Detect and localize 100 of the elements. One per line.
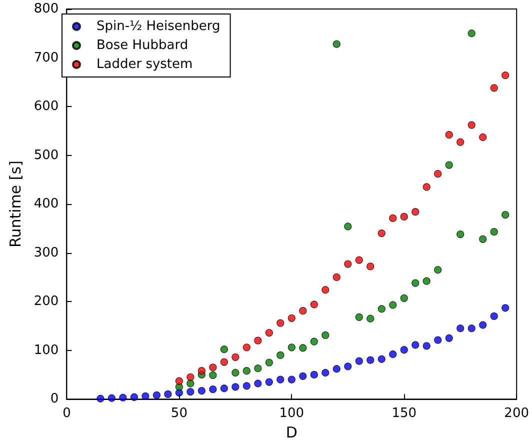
point bbox=[468, 324, 476, 332]
point bbox=[198, 367, 206, 375]
point bbox=[412, 208, 420, 216]
point bbox=[130, 393, 138, 401]
point bbox=[332, 273, 340, 281]
point bbox=[502, 72, 510, 80]
point bbox=[490, 228, 498, 236]
point bbox=[389, 350, 397, 358]
point bbox=[232, 368, 240, 377]
point bbox=[400, 294, 408, 302]
point bbox=[456, 230, 464, 238]
point bbox=[220, 346, 228, 354]
point bbox=[288, 344, 296, 352]
point bbox=[378, 355, 386, 363]
point bbox=[96, 394, 104, 402]
point bbox=[378, 230, 386, 238]
point bbox=[445, 131, 453, 139]
point bbox=[344, 222, 352, 230]
point bbox=[276, 319, 284, 327]
point bbox=[299, 307, 307, 315]
point bbox=[502, 210, 510, 219]
x-tick-label: 100 bbox=[279, 406, 304, 422]
point bbox=[468, 121, 476, 129]
point bbox=[434, 170, 442, 178]
point bbox=[254, 336, 262, 344]
point bbox=[232, 353, 240, 361]
x-tick-label: 200 bbox=[504, 406, 530, 422]
point bbox=[265, 358, 273, 366]
x-tick-label: 0 bbox=[62, 406, 71, 422]
y-tick-label: 400 bbox=[34, 196, 59, 212]
point bbox=[344, 260, 352, 268]
point bbox=[299, 344, 307, 352]
point bbox=[445, 334, 453, 342]
point bbox=[232, 383, 240, 391]
point bbox=[322, 368, 330, 377]
y-tick-label: 800 bbox=[34, 2, 59, 16]
point bbox=[242, 367, 250, 375]
point bbox=[366, 356, 374, 364]
point bbox=[355, 313, 363, 321]
point bbox=[389, 301, 397, 309]
x-tick-label: 150 bbox=[392, 406, 417, 422]
point bbox=[322, 331, 330, 340]
y-axis-title: Runtime [s] bbox=[6, 160, 24, 248]
point bbox=[389, 214, 397, 222]
point bbox=[332, 40, 340, 48]
point bbox=[209, 371, 217, 380]
point bbox=[276, 351, 284, 360]
point bbox=[265, 328, 273, 337]
point bbox=[422, 183, 430, 191]
y-tick-label: 100 bbox=[34, 342, 59, 358]
point bbox=[299, 372, 307, 380]
point bbox=[142, 392, 150, 400]
point bbox=[242, 382, 250, 390]
point bbox=[164, 390, 172, 398]
point bbox=[332, 365, 340, 373]
point bbox=[288, 314, 296, 322]
point bbox=[412, 279, 420, 287]
point bbox=[490, 84, 498, 92]
point bbox=[479, 133, 487, 142]
point bbox=[479, 321, 487, 329]
point bbox=[310, 338, 318, 346]
point bbox=[198, 387, 206, 395]
point bbox=[108, 394, 116, 402]
point bbox=[344, 362, 352, 370]
point bbox=[445, 161, 453, 169]
point bbox=[400, 212, 408, 221]
y-tick-label: 600 bbox=[34, 99, 59, 114]
point bbox=[322, 286, 330, 294]
point bbox=[288, 376, 296, 384]
point bbox=[276, 376, 284, 384]
point bbox=[265, 378, 273, 386]
point bbox=[310, 370, 318, 379]
point bbox=[434, 336, 442, 344]
point bbox=[209, 386, 217, 394]
point bbox=[254, 380, 262, 388]
point bbox=[400, 346, 408, 354]
point bbox=[422, 342, 430, 350]
x-tick-label: 50 bbox=[170, 406, 188, 422]
point bbox=[220, 358, 228, 366]
point bbox=[490, 312, 498, 320]
y-tick-label: 0 bbox=[50, 392, 59, 407]
point bbox=[366, 262, 374, 270]
point bbox=[502, 304, 510, 312]
point bbox=[412, 341, 420, 349]
point bbox=[355, 357, 363, 365]
point bbox=[186, 388, 194, 396]
point bbox=[119, 394, 127, 402]
point bbox=[479, 235, 487, 243]
point bbox=[242, 344, 250, 352]
point bbox=[175, 377, 183, 385]
point bbox=[152, 391, 160, 399]
point bbox=[422, 277, 430, 285]
point bbox=[468, 30, 476, 38]
y-tick-label: 700 bbox=[34, 50, 59, 66]
point bbox=[186, 373, 194, 381]
y-tick-label: 500 bbox=[34, 148, 59, 163]
point bbox=[434, 266, 442, 274]
point bbox=[456, 324, 464, 332]
x-axis-title: D bbox=[286, 424, 298, 442]
legend-label: Bose Hubbard bbox=[96, 38, 188, 53]
